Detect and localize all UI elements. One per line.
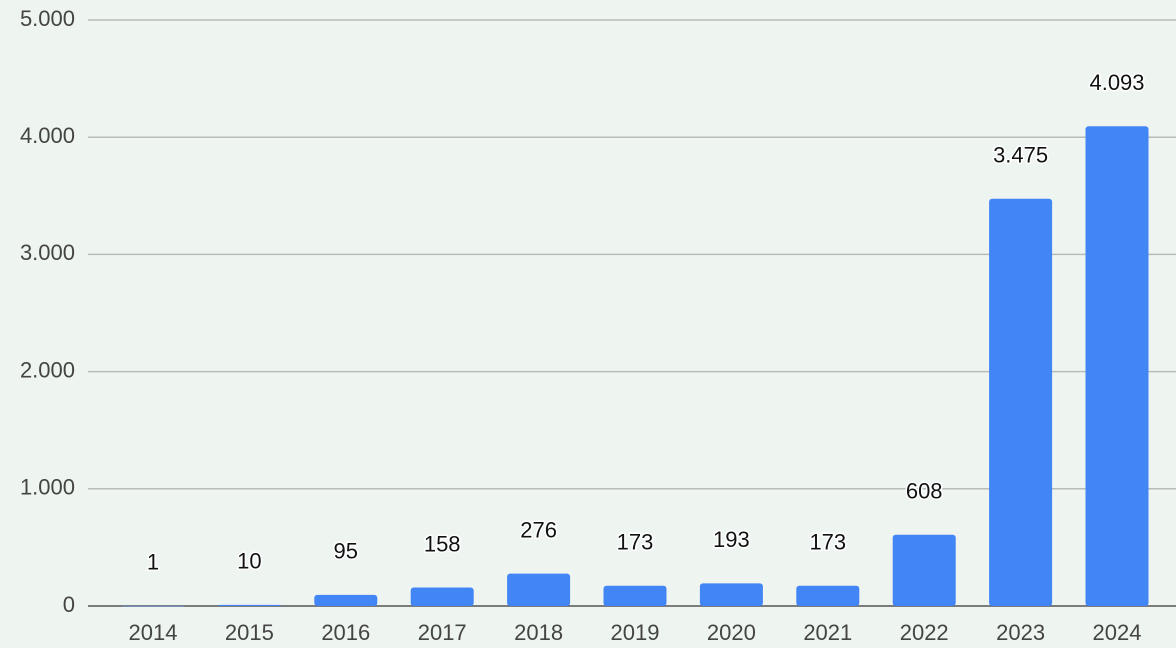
- value-label: 608: [906, 479, 943, 504]
- y-tick-label: 3.000: [20, 240, 75, 265]
- x-tick-label: 2017: [418, 620, 467, 645]
- bar: [314, 594, 378, 606]
- bar: [989, 198, 1053, 607]
- x-tick-label: 2022: [900, 620, 949, 645]
- value-label: 3.475: [993, 143, 1048, 168]
- x-tick-label: 2023: [996, 620, 1045, 645]
- y-tick-label: 4.000: [20, 123, 75, 148]
- bar: [217, 604, 281, 606]
- x-tick-label: 2024: [1093, 620, 1142, 645]
- y-tick-label: 5.000: [20, 6, 75, 31]
- value-label: 193: [713, 527, 750, 552]
- bar: [699, 583, 763, 606]
- value-label: 95: [334, 539, 358, 564]
- x-tick-label: 2019: [611, 620, 660, 645]
- value-label: 173: [809, 530, 846, 555]
- bar: [1085, 126, 1149, 606]
- value-label: 158: [424, 531, 461, 556]
- x-tick-label: 2021: [803, 620, 852, 645]
- y-tick-label: 2.000: [20, 357, 75, 382]
- x-tick-label: 2018: [514, 620, 563, 645]
- y-tick-label: 0: [63, 592, 75, 617]
- bar: [507, 573, 571, 606]
- value-label: 4.093: [1089, 70, 1144, 95]
- bar: [410, 587, 474, 606]
- value-label: 1: [147, 550, 159, 575]
- y-tick-label: 1.000: [20, 475, 75, 500]
- bar: [892, 534, 956, 606]
- x-tick-label: 2015: [225, 620, 274, 645]
- bar: [603, 585, 667, 606]
- x-tick-label: 2016: [321, 620, 370, 645]
- value-label: 276: [520, 517, 557, 542]
- value-label: 173: [617, 530, 654, 555]
- bar: [796, 585, 860, 606]
- x-tick-label: 2020: [707, 620, 756, 645]
- bar: [121, 605, 185, 607]
- x-tick-label: 2014: [129, 620, 178, 645]
- value-label: 10: [237, 549, 261, 574]
